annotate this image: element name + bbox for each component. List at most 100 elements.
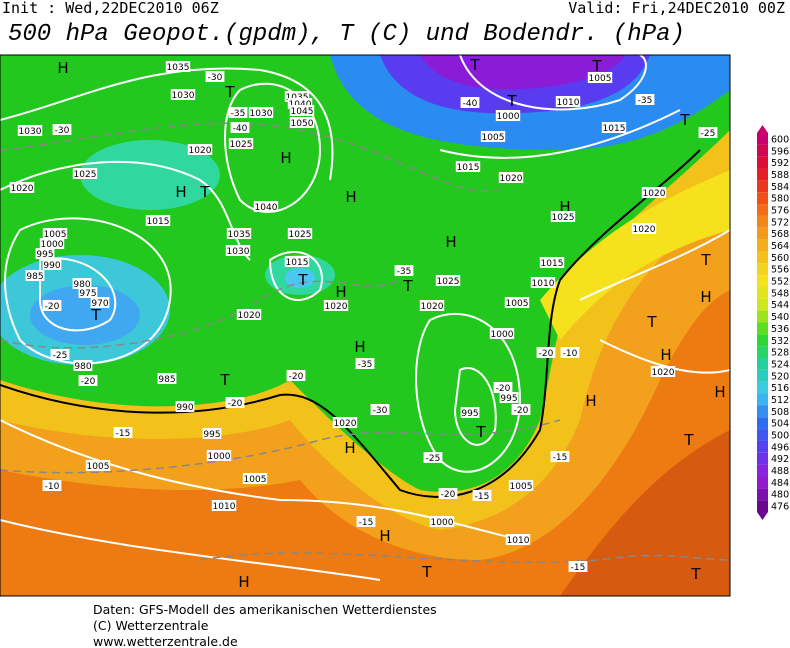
contour-label: -20: [438, 488, 458, 500]
contour-value: 1005: [510, 482, 533, 492]
center-marker: H: [238, 573, 249, 591]
label-background: [356, 516, 376, 527]
contour-value: 1020: [238, 311, 261, 321]
colorbar-top-cap: [757, 125, 768, 133]
label-background: [50, 349, 70, 360]
label-background: [394, 265, 414, 276]
label-background: [187, 144, 213, 155]
contour-value: 1000: [491, 330, 514, 340]
contour-label: -15: [472, 490, 492, 502]
contour-label: 995: [35, 248, 55, 260]
center-marker: H: [700, 288, 711, 306]
contour-label: 1020: [323, 300, 349, 312]
colorbar-label: 556: [771, 265, 789, 276]
contour-value: 1025: [230, 140, 253, 150]
contour-value: 985: [158, 375, 175, 385]
pressure-center: T: [679, 111, 690, 129]
contour-label: 1025: [550, 211, 576, 223]
contour-label: 1035: [165, 61, 191, 73]
contour-label: 1000: [429, 516, 455, 528]
colorbar-label: 596: [771, 146, 789, 157]
init-time: Init : Wed,22DEC2010 06Z: [2, 0, 219, 17]
contour-value: -10: [45, 482, 60, 492]
center-marker: H: [57, 59, 68, 77]
label-background: [438, 488, 458, 499]
label-background: [550, 211, 576, 222]
colorbar-swatch: [757, 144, 768, 157]
contour-value: -30: [208, 73, 223, 83]
contour-label: -30: [205, 71, 225, 83]
label-background: [435, 275, 461, 286]
label-background: [165, 61, 191, 72]
colorbar-swatch: [757, 358, 768, 370]
center-marker: H: [354, 338, 365, 356]
colorbar-swatch: [757, 239, 768, 252]
label-background: [225, 397, 245, 408]
label-background: [206, 450, 232, 461]
label-background: [587, 72, 613, 83]
pressure-center: T: [690, 565, 701, 583]
yellow-band: [540, 170, 730, 340]
contour-label: -25: [50, 349, 70, 361]
colorbar-label: 476: [771, 502, 789, 513]
contour-label: -10: [42, 480, 62, 492]
center-marker: T: [469, 56, 480, 74]
colorbar-swatch: [757, 500, 768, 512]
label-background: [631, 223, 657, 234]
contour-value: 1020: [11, 184, 34, 194]
colorbar-label: 580: [771, 194, 789, 205]
colorbar-swatch: [757, 310, 768, 323]
contour-label: -20: [225, 397, 245, 409]
contour-value: 1000: [497, 112, 520, 122]
map-frame: [0, 54, 731, 597]
contour-value: -15: [475, 492, 490, 502]
label-background: [253, 201, 279, 212]
colorbar-label: 576: [771, 205, 789, 216]
label-background: [202, 428, 222, 439]
colorbar-label: 564: [771, 241, 789, 252]
pressure-center: H: [585, 392, 596, 410]
contour-label: 1020: [641, 187, 667, 199]
contour-label: 995: [499, 392, 519, 404]
contour-label: 1020: [419, 300, 445, 312]
label-background: [226, 228, 252, 239]
label-background: [332, 417, 358, 428]
colorbar-swatch: [757, 417, 768, 430]
contour-value: 995: [461, 409, 478, 419]
pressure-center: T: [421, 563, 432, 581]
contour-label: 985: [157, 373, 177, 385]
contour-label: 1030: [17, 125, 43, 137]
contour-label: -40: [460, 97, 480, 109]
colorbar-label: 512: [771, 395, 789, 406]
pressure-center: T: [469, 56, 480, 74]
center-marker: T: [646, 313, 657, 331]
contour-value: 1020: [633, 225, 656, 235]
contour-value: 1005: [244, 475, 267, 485]
contour-label: 1030: [248, 107, 274, 119]
label-background: [72, 278, 92, 289]
pressure-center: T: [219, 371, 230, 389]
label-background: [289, 105, 315, 116]
contour-label: 1005: [504, 297, 530, 309]
label-background: [230, 122, 250, 133]
center-marker: H: [345, 188, 356, 206]
contour-value: -15: [553, 453, 568, 463]
colorbar-label: 568: [771, 229, 789, 240]
contour-value: -15: [116, 429, 131, 439]
label-background: [289, 117, 315, 128]
colorbar-label: 520: [771, 371, 789, 382]
pressure-center: H: [445, 233, 456, 251]
center-marker: T: [591, 57, 602, 75]
contour-value: 1020: [643, 189, 666, 199]
contour-value: 1015: [541, 259, 564, 269]
contour-value: -20: [514, 406, 529, 416]
center-marker: T: [421, 563, 432, 581]
contour-label: -35: [355, 358, 375, 370]
center-marker: H: [335, 283, 346, 301]
center-marker: T: [700, 251, 711, 269]
colorbar-swatch: [757, 180, 768, 193]
contour-label: 1015: [601, 122, 627, 134]
center-marker: H: [175, 183, 186, 201]
